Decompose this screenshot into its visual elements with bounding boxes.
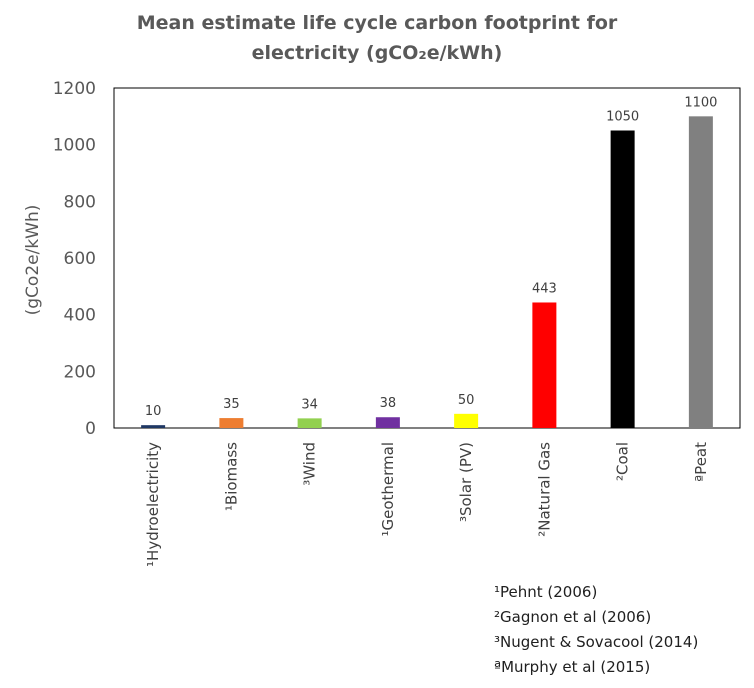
x-tick-label: ¹Biomass (222, 442, 240, 511)
chart-title-line-1: Mean estimate life cycle carbon footprin… (136, 12, 618, 34)
data-label: 1100 (684, 95, 717, 110)
y-tick-label: 1200 (53, 79, 96, 99)
bar (454, 413, 479, 428)
bar (532, 302, 557, 428)
data-label: 50 (458, 393, 475, 408)
plot-area-border (113, 87, 741, 429)
bar (610, 130, 635, 428)
reference-4: ªMurphy et al (2015) (494, 658, 651, 676)
x-tick-label: ªPeat (692, 442, 710, 482)
data-label: 34 (301, 397, 318, 412)
x-tick-label: ³Solar (PV) (457, 442, 475, 522)
x-tick-label: ²Coal (614, 442, 632, 481)
y-tick-label: 600 (64, 249, 96, 269)
data-label: 1050 (606, 110, 639, 125)
y-tick-label: 1000 (53, 136, 96, 156)
reference-2: ²Gagnon et al (2006) (494, 608, 652, 626)
x-tick-label: ¹Geothermal (379, 442, 397, 537)
x-tick-label: ²Natural Gas (535, 442, 553, 537)
bar (219, 418, 244, 428)
data-label: 35 (223, 397, 240, 412)
chart-title-line-2: electricity (gCO₂e/kWh) (251, 42, 503, 64)
y-tick-label: 200 (64, 362, 96, 382)
bar (141, 425, 166, 428)
reference-3: ³Nugent & Sovacool (2014) (494, 633, 699, 651)
bar (297, 418, 322, 428)
data-label: 10 (145, 404, 162, 419)
x-tick-label: ¹Hydroelectricity (144, 442, 162, 567)
data-label: 443 (532, 281, 557, 296)
references-list: ¹Pehnt (2006) ²Gagnon et al (2006) ³Nuge… (494, 580, 698, 680)
x-tick-label: ³Wind (301, 442, 319, 486)
y-tick-label: 800 (64, 192, 96, 212)
bar (375, 417, 400, 428)
bar (688, 116, 713, 428)
data-label: 38 (380, 396, 397, 411)
chart-title: Mean estimate life cycle carbon footprin… (0, 8, 754, 68)
reference-1: ¹Pehnt (2006) (494, 583, 598, 601)
y-axis-label: (gCo2e/kWh) (23, 205, 43, 316)
y-tick-label: 400 (64, 306, 96, 326)
y-tick-label: 0 (85, 419, 96, 439)
